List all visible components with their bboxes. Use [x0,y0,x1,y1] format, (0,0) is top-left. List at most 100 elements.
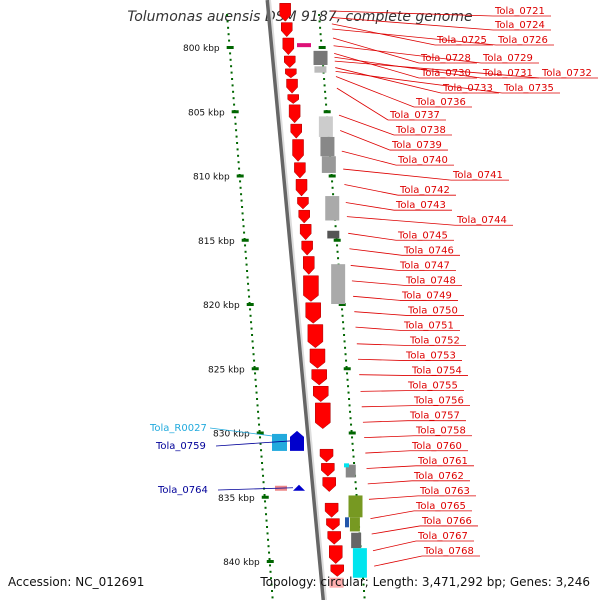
forward-gene-arrow [279,3,291,22]
ruler-dot [251,340,254,343]
ruler-tick [261,495,269,499]
gene-label: Tola_0745 [397,230,448,241]
track-dot [319,33,322,36]
ruler-tick [226,46,234,49]
reverse-gene-arrow [290,430,304,451]
ruler-dot [231,84,234,87]
track-dot [320,39,323,42]
track-tick [318,46,326,49]
ruler-dot [264,506,267,509]
ruler-dot [252,353,255,356]
feature-box [351,532,362,549]
ruler-dot [262,481,265,484]
forward-gene-arrow [309,348,326,369]
gene-label-left: Tola_0764 [157,485,208,496]
gene-label: Tola_0752 [409,336,460,347]
ruler-dot [255,385,258,388]
track-dot [344,346,347,349]
ruler-dot [234,116,237,119]
ruler-dot [244,250,247,253]
ruler-dot [239,180,242,183]
gene-label-leader [330,10,494,17]
ruler-dot [271,590,274,592]
track-dot [348,404,351,407]
forward-gene-arrow [290,123,302,139]
gene-label-leader [370,510,415,519]
gene-label-leader [345,202,395,211]
ruler-tick-label: 815 kbp [198,237,235,247]
gene-label-leader [215,440,291,447]
ruler-tick [231,110,239,114]
gene-label-leader [361,405,413,408]
ruler-dot [250,321,253,324]
track-dot [350,423,353,426]
forward-gene-arrow [326,518,340,531]
gene-label-leader [350,265,399,271]
ruler-dot [259,436,262,439]
ruler-dot [226,20,229,23]
forward-gene-arrow [288,104,301,124]
ruler-dot [235,135,238,138]
ruler-dot [260,449,263,452]
gene-label-leader [366,465,417,469]
gene-label: Tola_0730 [420,68,471,79]
ruler-dot [268,558,271,560]
ruler-dot [263,494,266,496]
track-tick [333,238,341,242]
gene-label: Tola_0740 [397,155,448,166]
ruler-dot [253,359,256,362]
track-dot [344,353,347,356]
track-dot [348,398,351,400]
gene-label-leader [333,45,482,64]
gene-label: Tola_0741 [452,170,503,181]
track-dot [325,103,328,106]
ruler-dot [246,276,249,279]
ruler-tick [246,303,254,306]
feature-box [327,230,340,239]
ruler-tick-label: 830 kbp [213,430,250,440]
ruler-dot [243,231,246,234]
forward-gene-arrow [282,37,295,56]
forward-gene-arrow [324,502,339,518]
gene-label: Tola_0767 [417,531,468,542]
forward-gene-arrow [285,68,297,79]
gene-label-leader [374,555,423,567]
ruler-dot [234,122,237,125]
feature-box [314,66,327,73]
gene-label: Tola_0736 [415,97,466,108]
gene-label-leader [336,87,389,121]
gene-label: Tola_0765 [415,501,466,512]
gene-label: Tola_0747 [399,260,450,271]
gene-label-leader [331,23,436,46]
gene-label: Tola_0726 [497,35,548,46]
track-dot [346,378,349,381]
feature-box [325,196,340,221]
gene-label: Tola_0725 [436,35,487,46]
gene-label-leader [371,525,421,535]
track-tick [323,110,331,114]
ruler-dot [261,468,264,471]
track-dot [322,65,325,68]
gene-label-leader [356,343,409,346]
track-dot [362,583,365,586]
ruler-dot [240,193,243,196]
track-dot [353,462,356,464]
ruler-dot [232,97,235,100]
ruler-dot [267,538,270,541]
gene-label-leader [367,480,413,485]
genome-backbone-highlight [269,0,327,600]
gene-label: Tola_0748 [405,275,456,286]
forward-gene-partial [329,577,344,588]
forward-gene-arrow [321,463,335,477]
track-dot [318,20,321,23]
gene-label-leader [335,76,415,108]
track-dot [355,487,358,490]
forward-gene-arrow [301,240,313,256]
feature-box [331,264,346,304]
gene-label-leader [349,248,403,256]
ruler-tick [236,174,244,178]
ruler-dot [257,417,260,420]
gene-label-leader [365,450,411,454]
